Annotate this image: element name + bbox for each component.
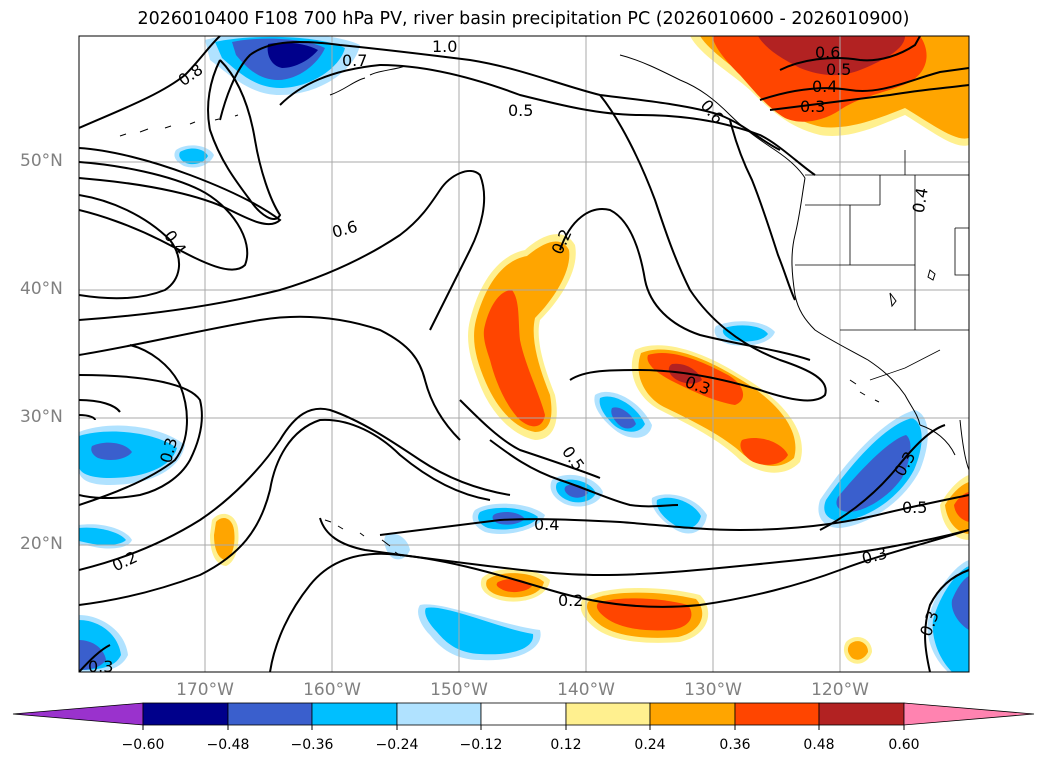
colorbar-tick-label: 0.60 (888, 737, 920, 753)
state-borders (795, 150, 969, 381)
contour-label: 1.0 (432, 37, 457, 56)
colorbar-ticks (142, 725, 905, 730)
anomaly-blob (425, 607, 534, 655)
lon-tick-label: 120°W (811, 680, 869, 700)
pv-contour-line (319, 517, 969, 577)
pv-contour-line (779, 36, 921, 71)
lon-tick-label: 150°W (430, 680, 488, 700)
pv-contour-line (459, 399, 601, 479)
colorbar-tick-label: 0.12 (550, 737, 582, 753)
anomaly-blob (483, 290, 545, 427)
colorbar-tick-label: −0.12 (459, 737, 503, 753)
lat-tick-label: 20°N (20, 534, 63, 554)
pv-contour-line (79, 194, 180, 300)
contour-label: 0.4 (909, 186, 932, 214)
colorbar-tick-label: −0.48 (206, 737, 250, 753)
pv-contour-line (79, 147, 282, 226)
anomaly-blob (214, 518, 235, 560)
map-title: 2026010400 F108 700 hPa PV, river basin … (137, 9, 910, 29)
contour-label: 0.6 (815, 43, 840, 62)
pv-contour-line (769, 84, 969, 111)
pv-contour-line (559, 208, 811, 361)
pv-contour-line (79, 344, 188, 506)
map-frame (78, 35, 970, 673)
anomaly-blob (267, 42, 318, 68)
anomaly-blob (474, 241, 570, 432)
colorbar-bin (480, 702, 567, 726)
anomaly-blob (79, 640, 106, 670)
pv-contour-line (79, 170, 486, 331)
contour-label: 0.5 (508, 101, 533, 120)
colorbar-tick-label: 0.24 (634, 737, 666, 753)
lat-tick-label: 50°N (20, 151, 63, 171)
pv-contour-line (79, 374, 203, 499)
colorbar-bin (818, 702, 905, 726)
pv-contour-line (269, 529, 969, 672)
anomaly-blob (836, 435, 911, 512)
pv-contour-line (79, 161, 249, 271)
contour-label: 0.7 (342, 51, 367, 70)
colorbar-bin (396, 702, 482, 726)
colorbar-low-extension (12, 702, 144, 726)
anomaly-blob (179, 148, 208, 165)
colorbar-tick-label: 0.48 (803, 737, 835, 753)
pv-contour-line (569, 94, 827, 402)
pv-contour-line (924, 569, 969, 672)
pv-contour-line (729, 119, 796, 301)
pv-contour-line (219, 41, 781, 151)
anomaly-blob (847, 641, 868, 660)
pv-contour-line (79, 644, 111, 672)
anomaly-blob (91, 442, 132, 460)
colorbar (12, 702, 1035, 730)
colorbar-bin (311, 702, 398, 726)
colorbar-tick-label: 0.36 (719, 737, 751, 753)
contour-label: 0.5 (902, 498, 927, 517)
contour-label: 0.4 (812, 77, 837, 96)
pv-contour-line (279, 63, 816, 176)
anomaly-blob (740, 437, 788, 465)
map-panel: 1.0 0.7 0.8 0.6 0.5 0.4 0.3 0.6 0.5 0.4 … (79, 36, 969, 676)
contour-label: 0.3 (800, 97, 825, 116)
pv-contour-line (79, 418, 491, 606)
anomaly-blob (758, 36, 905, 76)
pv-contour-line (489, 439, 679, 508)
contour-label: 0.4 (534, 515, 559, 534)
graticule (79, 36, 969, 672)
anomaly-blob (951, 576, 969, 630)
pv-contour-line (379, 494, 969, 536)
colorbar-tick-label: −0.60 (121, 737, 165, 753)
colorbar-bin (649, 702, 736, 726)
shading-positive (210, 36, 969, 664)
lon-tick-label: 130°W (684, 680, 742, 700)
anomaly-blob (954, 492, 969, 522)
contour-label: 0.2 (558, 591, 583, 610)
pv-contour-line (79, 407, 511, 571)
pv-contour-line (79, 399, 121, 421)
pv-contour-line (79, 315, 461, 441)
pv-contour-line (819, 424, 946, 531)
contour-label: 0.5 (826, 60, 851, 79)
colorbar-bin (565, 702, 651, 726)
lon-tick-label: 170°W (176, 680, 234, 700)
colorbar-bin (734, 702, 820, 726)
colorbar-high-extension (903, 702, 1035, 726)
lon-tick-label: 140°W (557, 680, 615, 700)
pv-contour-line (759, 67, 969, 101)
pv-contour-line (207, 59, 282, 220)
pv-contour-line (79, 36, 221, 129)
anomaly-blob (722, 325, 768, 342)
colorbar-bin (227, 702, 313, 726)
anomaly-blob (492, 511, 525, 525)
colorbar-tick-label: −0.24 (375, 737, 419, 753)
lat-tick-label: 40°N (20, 279, 63, 299)
contour-label: 0.3 (88, 657, 113, 676)
colorbar-bin (142, 702, 229, 726)
lat-tick-label: 30°N (20, 407, 63, 427)
pv-contours (79, 36, 969, 672)
anomaly-blob (79, 527, 126, 545)
lon-tick-label: 160°W (303, 680, 361, 700)
colorbar-tick-label: −0.36 (290, 737, 334, 753)
